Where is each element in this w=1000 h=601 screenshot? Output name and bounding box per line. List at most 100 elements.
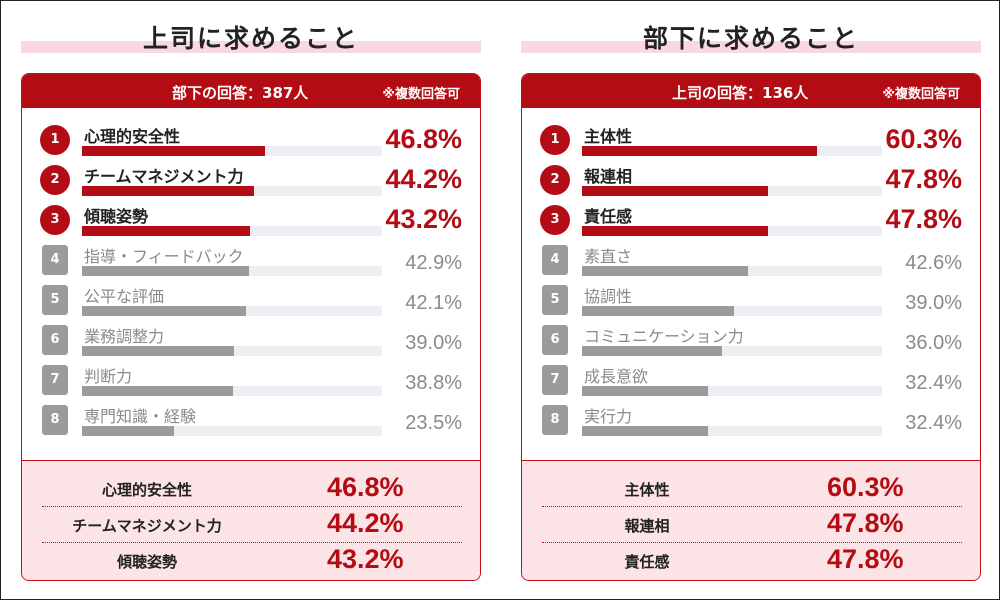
rank-badge: 4	[542, 245, 568, 275]
ranking-card: 上司の回答：136人 ※複数回答可 1 主体性 60.3% 2 報連相 47.8% 3 責任感 47…	[521, 73, 981, 581]
bar-track	[82, 426, 382, 436]
bar-track	[582, 426, 882, 436]
ranking-row: 4 指導・フィードバック 42.9%	[22, 242, 480, 282]
ranking-row: 2 チームマネジメント力 44.2%	[22, 162, 480, 202]
bar	[82, 386, 234, 396]
summary-label: 報連相	[624, 517, 670, 535]
summary-label: チームマネジメント力	[72, 517, 222, 535]
summary-value: 46.8%	[327, 472, 404, 502]
rank-badge: 7	[542, 365, 568, 395]
summary-value: 44.2%	[327, 508, 404, 538]
rank-badge: 8	[542, 405, 568, 435]
summary-label: 傾聴姿勢	[116, 553, 177, 571]
bar-label: 責任感	[584, 207, 633, 226]
summary-row: 傾聴姿勢 43.2%	[42, 543, 462, 579]
value-label: 38.8%	[405, 372, 462, 394]
ranking-row: 8 専門知識・経験 23.5%	[22, 402, 480, 442]
bar-label: 素直さ	[584, 247, 633, 266]
bar	[582, 146, 818, 156]
bar-track	[82, 266, 382, 276]
summary-row: チームマネジメント力 44.2%	[42, 507, 462, 543]
bar	[82, 426, 174, 436]
top-three-summary: 主体性 60.3% 報連相 47.8% 責任感 47.8%	[522, 460, 980, 580]
bar-track	[582, 186, 882, 196]
bar	[582, 306, 735, 316]
ranking-row: 7 成長意欲 32.4%	[522, 362, 980, 402]
bar-label: 成長意欲	[584, 367, 649, 386]
bar	[582, 186, 769, 196]
chart-title-block: 部下に求めること	[521, 19, 981, 53]
multiple-answer-note: ※複数回答可	[382, 87, 460, 102]
ranking-row: 6 業務調整力 39.0%	[22, 322, 480, 362]
bar-label: チームマネジメント力	[84, 167, 244, 186]
bar-label: 協調性	[584, 287, 633, 306]
rank-badge: 3	[40, 205, 70, 235]
bar	[82, 226, 251, 236]
rank-badge: 3	[540, 205, 570, 235]
value-label: 39.0%	[905, 292, 962, 314]
rank-badge: 5	[542, 285, 568, 315]
summary-value: 47.8%	[827, 508, 904, 538]
bar-track	[582, 266, 882, 276]
rank-badge: 1	[540, 125, 570, 155]
rank-badge: 4	[42, 245, 68, 275]
card-header: 上司の回答：136人 ※複数回答可	[522, 74, 980, 108]
summary-label: 責任感	[624, 553, 670, 571]
summary-label: 主体性	[624, 481, 670, 499]
bar	[582, 426, 709, 436]
value-label: 42.6%	[905, 252, 962, 274]
bar-track	[82, 186, 382, 196]
rank-badge: 6	[542, 325, 568, 355]
bar-label: 心理的安全性	[84, 127, 181, 146]
summary-row: 主体性 60.3%	[542, 471, 962, 507]
bar-track	[582, 226, 882, 236]
chart-title: 上司に求めること	[142, 24, 359, 53]
value-label: 43.2%	[385, 204, 462, 234]
ranking-list: 1 主体性 60.3% 2 報連相 47.8% 3 責任感 47.8% 4 素直さ 42.6% 5 協調性…	[522, 122, 980, 452]
value-label: 39.0%	[405, 332, 462, 354]
ranking-row: 1 心理的安全性 46.8%	[22, 122, 480, 162]
ranking-row: 6 コミュニケーション力 36.0%	[522, 322, 980, 362]
subordinate-expectations-panel: 部下に求めること 上司の回答：136人 ※複数回答可 1 主体性 60.3% 2 報連相 47.…	[521, 1, 981, 601]
chart-title-block: 上司に求めること	[21, 19, 481, 53]
rank-badge: 8	[42, 405, 68, 435]
bar-label: 業務調整力	[84, 327, 165, 346]
bar-track	[82, 146, 382, 156]
rank-badge: 7	[42, 365, 68, 395]
bar-label: 実行力	[584, 407, 633, 426]
value-label: 44.2%	[385, 164, 462, 194]
bar-label: 傾聴姿勢	[84, 207, 149, 226]
bar-track	[82, 306, 382, 316]
value-label: 47.8%	[885, 164, 962, 194]
summary-label: 心理的安全性	[101, 481, 192, 499]
bar-track	[582, 386, 882, 396]
bar-label: 主体性	[584, 127, 633, 146]
value-label: 42.9%	[405, 252, 462, 274]
bar	[82, 186, 255, 196]
bar-label: 判断力	[84, 367, 133, 386]
ranking-row: 7 判断力 38.8%	[22, 362, 480, 402]
bar	[582, 346, 723, 356]
bar	[82, 266, 250, 276]
bar-label: コミュニケーション力	[584, 327, 744, 346]
ranking-row: 4 素直さ 42.6%	[522, 242, 980, 282]
bar-label: 報連相	[584, 167, 633, 186]
ranking-row: 5 公平な評価 42.1%	[22, 282, 480, 322]
multiple-answer-note: ※複数回答可	[882, 87, 960, 102]
bar-track	[82, 226, 382, 236]
title-underline-band	[21, 41, 481, 53]
respondent-count: 部下の回答：387人	[172, 84, 309, 102]
rank-badge: 6	[42, 325, 68, 355]
ranking-row: 3 責任感 47.8%	[522, 202, 980, 242]
value-label: 32.4%	[905, 412, 962, 434]
ranking-row: 8 実行力 32.4%	[522, 402, 980, 442]
boss-expectations-panel: 上司に求めること 部下の回答：387人 ※複数回答可 1 心理的安全性 46.8% 2 チーム…	[21, 1, 481, 601]
value-label: 47.8%	[885, 204, 962, 234]
bar	[82, 346, 235, 356]
rank-badge: 2	[540, 165, 570, 195]
bar-track	[582, 146, 882, 156]
bar-track	[582, 346, 882, 356]
ranking-row: 5 協調性 39.0%	[522, 282, 980, 322]
summary-value: 60.3%	[827, 472, 904, 502]
